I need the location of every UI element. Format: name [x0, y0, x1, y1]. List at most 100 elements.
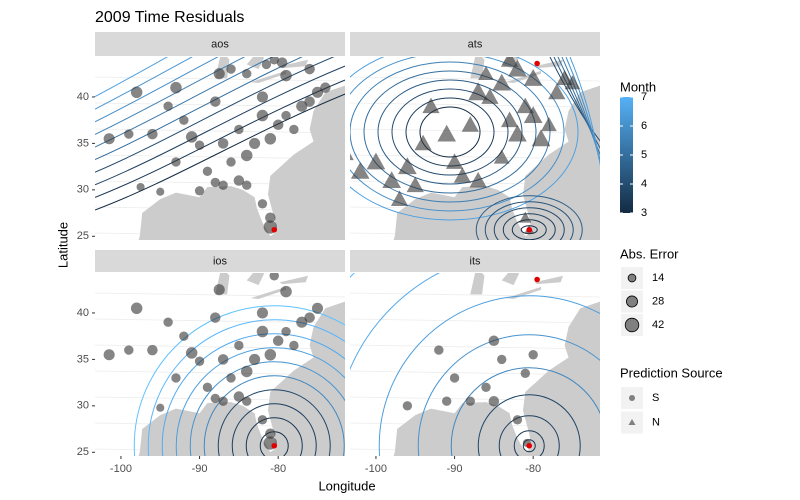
- contour: [95, 57, 335, 173]
- point: [156, 403, 165, 412]
- point: [414, 134, 432, 151]
- point: [264, 348, 277, 361]
- point: [350, 161, 370, 179]
- point: [272, 335, 284, 347]
- strip-background: [350, 32, 600, 56]
- legend-title: Abs. Error: [620, 246, 679, 261]
- point: [210, 96, 221, 107]
- y-tick-label: 25: [77, 446, 89, 458]
- point: [434, 345, 444, 355]
- legend-symbol: [629, 395, 635, 401]
- point: [179, 331, 189, 341]
- point: [226, 157, 236, 167]
- point: [171, 157, 181, 167]
- point: [276, 57, 288, 68]
- point: [256, 325, 269, 338]
- contour: [217, 389, 331, 456]
- point: [210, 312, 221, 323]
- point: [257, 415, 268, 425]
- legend-label: 4: [641, 178, 647, 190]
- legend-label: 5: [641, 149, 647, 161]
- legend-title: Month: [620, 79, 656, 94]
- point: [217, 138, 229, 149]
- panel: [95, 273, 345, 456]
- point: [103, 133, 115, 145]
- lake: [279, 59, 309, 69]
- point: [261, 59, 272, 70]
- point: [449, 373, 460, 383]
- point: [264, 132, 277, 145]
- point: [103, 349, 115, 361]
- point: [556, 70, 573, 86]
- contour: [189, 361, 345, 456]
- point: [256, 307, 269, 319]
- point: [130, 302, 143, 315]
- y-tick-label: 35: [77, 137, 89, 149]
- point: [95, 151, 96, 154]
- point: [500, 111, 519, 128]
- contour: [95, 57, 193, 110]
- point: [249, 137, 261, 149]
- contour: [569, 57, 600, 167]
- contour: [513, 430, 545, 456]
- panel: [350, 57, 600, 240]
- event: [271, 226, 278, 233]
- point: [304, 312, 315, 323]
- contour: [493, 207, 565, 240]
- strip-label: aos: [211, 38, 229, 50]
- legend-symbol: [628, 419, 636, 425]
- point: [194, 186, 205, 196]
- ocean: [138, 85, 345, 240]
- legend-label: 14: [652, 272, 664, 284]
- legend-label: N: [652, 416, 660, 428]
- point: [469, 171, 487, 188]
- point: [311, 86, 324, 98]
- point: [445, 153, 464, 169]
- point: [210, 393, 220, 404]
- point: [541, 116, 557, 132]
- event: [534, 276, 540, 283]
- point: [234, 340, 244, 351]
- point: [437, 124, 457, 142]
- ocean: [138, 301, 345, 456]
- point: [185, 131, 198, 143]
- point: [523, 69, 543, 86]
- y-tick-label: 40: [77, 307, 89, 319]
- border: [350, 344, 600, 350]
- point: [320, 82, 331, 93]
- point: [442, 396, 452, 406]
- point: [280, 69, 292, 82]
- lake: [505, 286, 542, 300]
- point: [481, 382, 491, 392]
- point: [406, 176, 424, 193]
- point: [202, 166, 213, 176]
- point: [218, 180, 228, 190]
- point: [523, 106, 543, 123]
- point: [124, 129, 134, 139]
- point: [269, 57, 279, 65]
- x-tick-label: -100: [365, 463, 387, 475]
- y-tick-label: 30: [77, 184, 89, 196]
- contour: [419, 106, 481, 158]
- contour: [350, 57, 579, 221]
- legend-label: 3: [641, 207, 647, 219]
- point: [519, 211, 532, 223]
- point: [468, 82, 489, 101]
- contour: [549, 57, 600, 142]
- point: [233, 175, 245, 186]
- point: [311, 302, 324, 314]
- point: [304, 63, 315, 75]
- contour: [245, 417, 303, 456]
- strip-background: [95, 32, 345, 56]
- point: [516, 97, 534, 114]
- y-tick-label: 35: [77, 353, 89, 365]
- legend-symbol: [627, 273, 637, 283]
- point: [194, 356, 205, 366]
- legend-symbol: [626, 295, 638, 308]
- border: [350, 292, 600, 298]
- border: [95, 344, 345, 350]
- legend-label: 7: [641, 91, 647, 103]
- point: [242, 69, 252, 79]
- point: [508, 124, 527, 142]
